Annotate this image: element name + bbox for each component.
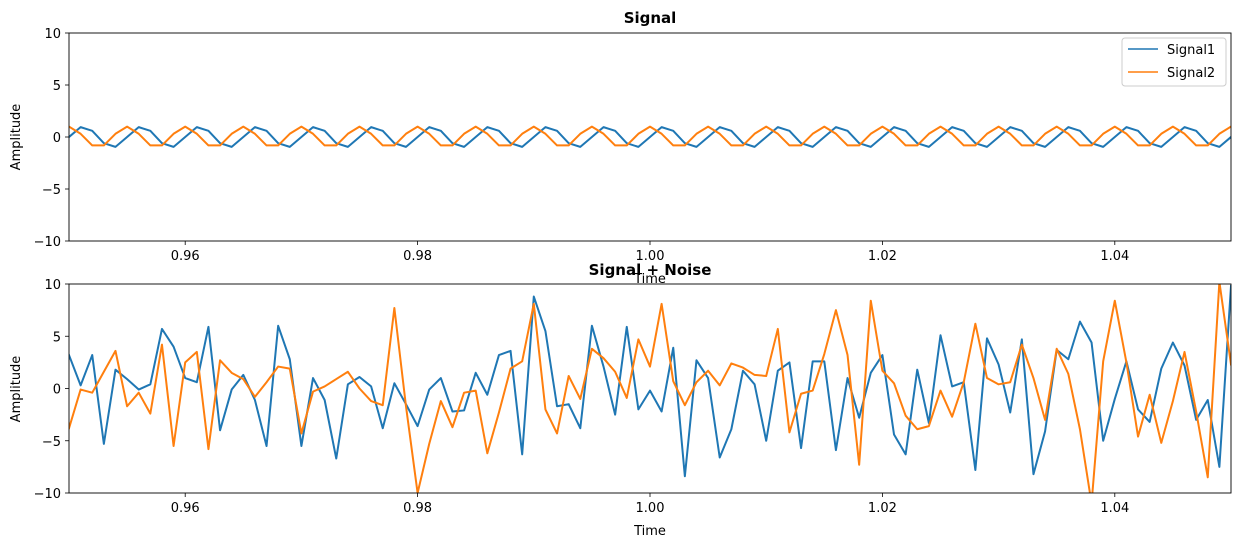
bottom-ytick-label: −10 bbox=[34, 487, 61, 502]
top-ytick-label: 5 bbox=[53, 79, 61, 94]
bottom-chart-frame bbox=[68, 283, 1232, 494]
bottom-chart-xticks: 0.96 0.98 1.00 1.02 1.04 bbox=[171, 493, 1129, 516]
top-xtick-label: 1.00 bbox=[636, 249, 665, 264]
top-chart-lines bbox=[69, 125, 1231, 148]
top-ytick-label: 10 bbox=[44, 27, 61, 42]
bottom-chart: 0.96 0.98 1.00 1.02 1.04 −10 −5 0 5 10 Signal + … bbox=[9, 261, 1232, 539]
top-series-signal2-line bbox=[69, 125, 1231, 147]
top-xtick-label: 0.96 bbox=[171, 249, 200, 264]
bottom-chart-yticks: −10 −5 0 5 10 bbox=[34, 278, 69, 502]
bottom-ytick-label: 10 bbox=[44, 278, 61, 293]
top-chart-xticks: 0.96 0.98 1.00 1.02 1.04 bbox=[171, 241, 1129, 264]
bottom-series-signal2-line bbox=[69, 284, 1231, 493]
bottom-ytick-label: 5 bbox=[53, 330, 61, 345]
bottom-xtick-label: 1.04 bbox=[1100, 501, 1129, 516]
top-series-signal1-line bbox=[69, 126, 1231, 148]
bottom-chart-xlabel: Time bbox=[633, 524, 666, 539]
bottom-series-signal1-line bbox=[69, 285, 1231, 478]
bottom-xtick-label: 1.02 bbox=[868, 501, 897, 516]
top-xtick-label: 1.04 bbox=[1100, 249, 1129, 264]
bottom-chart-lines bbox=[69, 284, 1231, 493]
top-chart-yticks: −10 −5 0 5 10 bbox=[34, 27, 69, 250]
top-ytick-label: −5 bbox=[42, 183, 61, 198]
legend: Signal1 Signal2 bbox=[1121, 37, 1227, 87]
top-chart-ylabel: Amplitude bbox=[9, 104, 24, 171]
top-chart-xlabel: Time bbox=[633, 272, 666, 287]
top-xtick-label: 1.02 bbox=[868, 249, 897, 264]
legend-signal1-label: Signal1 bbox=[1167, 43, 1215, 58]
legend-signal2-label: Signal2 bbox=[1167, 66, 1215, 81]
top-ytick-label: 0 bbox=[53, 131, 61, 146]
bottom-ytick-label: 0 bbox=[53, 383, 61, 398]
bottom-chart-title: Signal + Noise bbox=[589, 261, 712, 279]
top-xtick-label: 0.98 bbox=[403, 249, 432, 264]
bottom-ytick-label: −5 bbox=[42, 435, 61, 450]
legend-box bbox=[1121, 37, 1227, 87]
bottom-xtick-label: 1.00 bbox=[636, 501, 665, 516]
top-chart: Signal 0.96 0.98 1.00 1.02 1.04 −10 −5 0 5 10 Ti… bbox=[9, 9, 1232, 287]
bottom-chart-ylabel: Amplitude bbox=[9, 356, 24, 423]
top-chart-title: Signal bbox=[624, 9, 677, 27]
top-ytick-label: −10 bbox=[34, 235, 61, 250]
bottom-xtick-label: 0.96 bbox=[171, 501, 200, 516]
bottom-xtick-label: 0.98 bbox=[403, 501, 432, 516]
